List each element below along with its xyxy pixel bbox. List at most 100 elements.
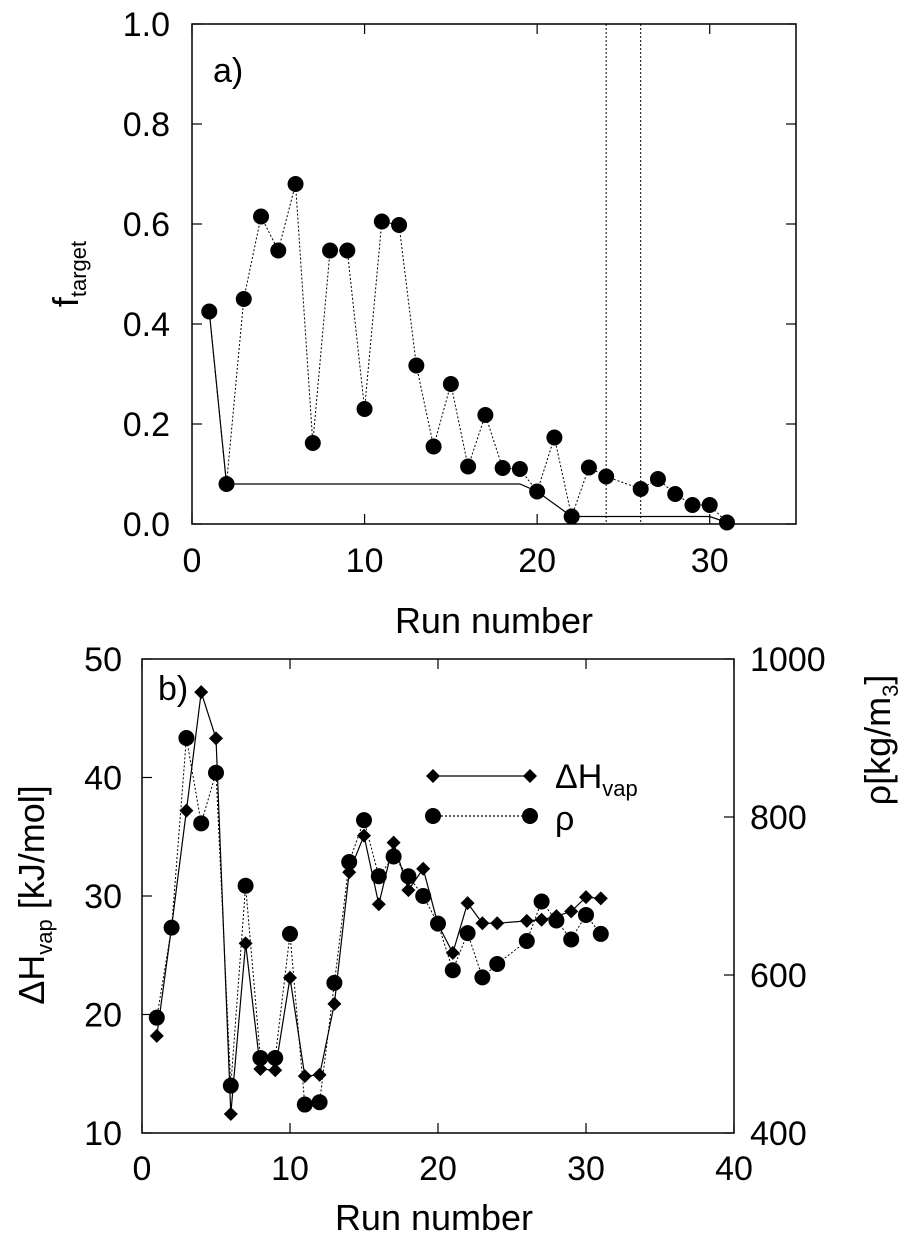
ftarget-point <box>253 208 270 225</box>
panel-a-ylabel: ftarget <box>45 241 91 307</box>
rho-point <box>178 730 195 746</box>
ftarget-point <box>546 429 563 446</box>
ftarget-point <box>494 460 511 476</box>
y-tick-label: 0.8 <box>123 106 170 144</box>
legend-marker-rho-right <box>522 808 538 824</box>
rho-point <box>282 925 298 942</box>
dhvap-point <box>297 1069 312 1084</box>
panel-b-frame <box>141 658 735 1134</box>
rho-point <box>592 925 609 942</box>
rho-point <box>267 1049 284 1066</box>
ftarget-point <box>287 176 304 192</box>
y-tick-label: 20 <box>84 997 122 1035</box>
rho-point <box>341 854 358 871</box>
panel-b-ticks: 0 10 20 30 40 10 20 30 40 50 400 600 800 1000 <box>84 641 825 1188</box>
rho-point <box>489 955 506 972</box>
ftarget-point <box>598 468 615 485</box>
ftarget-point <box>408 357 425 374</box>
y-tick-label: 0.6 <box>123 206 170 244</box>
rho-point <box>444 962 461 979</box>
ftarget-point <box>649 471 666 487</box>
ftarget-point <box>201 303 218 320</box>
x-tick-label: 0 <box>133 1150 152 1188</box>
dhvap-point <box>164 919 179 934</box>
dhvap-point <box>223 1107 238 1122</box>
x-tick-label: 20 <box>518 542 556 580</box>
ftarget-point <box>270 242 287 259</box>
dhvap-point <box>593 891 608 906</box>
panel-a-frame <box>191 23 797 525</box>
ftarget-point <box>460 458 477 475</box>
panel-b: 0 10 20 30 40 10 20 30 40 50 400 600 800 1000 b) Run … <box>11 641 901 1238</box>
y-tick-label: 0.0 <box>123 506 170 544</box>
ftarget-point <box>356 401 373 417</box>
rho-line <box>156 737 602 1106</box>
panel-a: 0 10 20 300.00.20.40.60.81.0 a) Run number … <box>45 6 797 641</box>
rho-point <box>311 1094 328 1111</box>
dhvap-point <box>327 996 342 1011</box>
rho-point <box>370 868 387 885</box>
rho-point <box>474 969 491 986</box>
dhvap-point <box>460 896 475 911</box>
ftarget-point <box>218 476 235 492</box>
x-tick-label: 10 <box>346 542 384 580</box>
x-tick-label: 30 <box>691 542 729 580</box>
dhvap-point <box>238 936 253 951</box>
rho-point <box>578 906 594 923</box>
dhvap-point <box>549 909 564 924</box>
dhvap-point <box>194 685 209 700</box>
dhvap-point <box>357 828 371 843</box>
ftarget-point <box>235 291 252 307</box>
rho-point <box>356 812 372 829</box>
panel-b-y2label: ρ[kg/m3] <box>857 675 901 806</box>
ftarget-connector-line <box>208 183 728 523</box>
dhvap-point <box>475 916 490 931</box>
ftarget-point <box>701 497 718 513</box>
rho-point <box>459 925 476 942</box>
dhvap-point <box>342 865 357 880</box>
rho-point <box>193 815 210 832</box>
legend-marker-dh-right <box>523 769 537 783</box>
rho-point <box>222 1077 239 1094</box>
dhvap-point <box>268 1063 283 1078</box>
ftarget-point <box>477 407 494 423</box>
ftarget-point <box>511 461 528 477</box>
rho-point <box>400 868 417 885</box>
dhvap-point <box>401 883 416 898</box>
y-tick-label: 50 <box>84 641 122 679</box>
rho-point <box>296 1096 313 1113</box>
x-tick-label: 40 <box>715 1150 753 1188</box>
y2-tick-label: 600 <box>750 957 807 995</box>
ftarget-point <box>718 514 735 531</box>
dhvap-point <box>253 1062 268 1077</box>
x-tick-label: 10 <box>271 1150 309 1188</box>
dhvap-point <box>519 913 534 928</box>
best-so-far-line <box>208 311 728 524</box>
rho-point <box>252 1049 269 1066</box>
dhvap-point <box>534 912 549 927</box>
legend-marker-dh-left <box>426 769 440 783</box>
panel-b-marks <box>148 685 609 1122</box>
ftarget-point <box>580 459 597 476</box>
dhvap-point <box>564 904 579 919</box>
dhvap-point <box>209 731 223 746</box>
dhvap-point <box>283 970 297 985</box>
dhvap-point <box>579 890 593 905</box>
legend-label-dh: ΔHvap <box>555 758 638 801</box>
rho-point <box>237 877 254 894</box>
ftarget-point <box>425 438 442 455</box>
panel-b-ylabel: ΔHvap [kJ/mol] <box>11 785 57 1005</box>
ftarget-point <box>339 242 356 259</box>
ftarget-point <box>304 435 321 451</box>
dhvap-point <box>416 861 431 876</box>
dhvap-point <box>431 917 445 932</box>
ftarget-point <box>391 217 408 233</box>
x-tick-label: 20 <box>419 1150 457 1188</box>
y-tick-label: 0.2 <box>123 406 170 444</box>
ftarget-point <box>632 481 649 497</box>
y-tick-label: 0.4 <box>123 306 170 344</box>
panel-b-xlabel: Run number <box>335 1197 533 1238</box>
panel-a-label: a) <box>213 52 243 90</box>
rho-point <box>148 1009 165 1026</box>
